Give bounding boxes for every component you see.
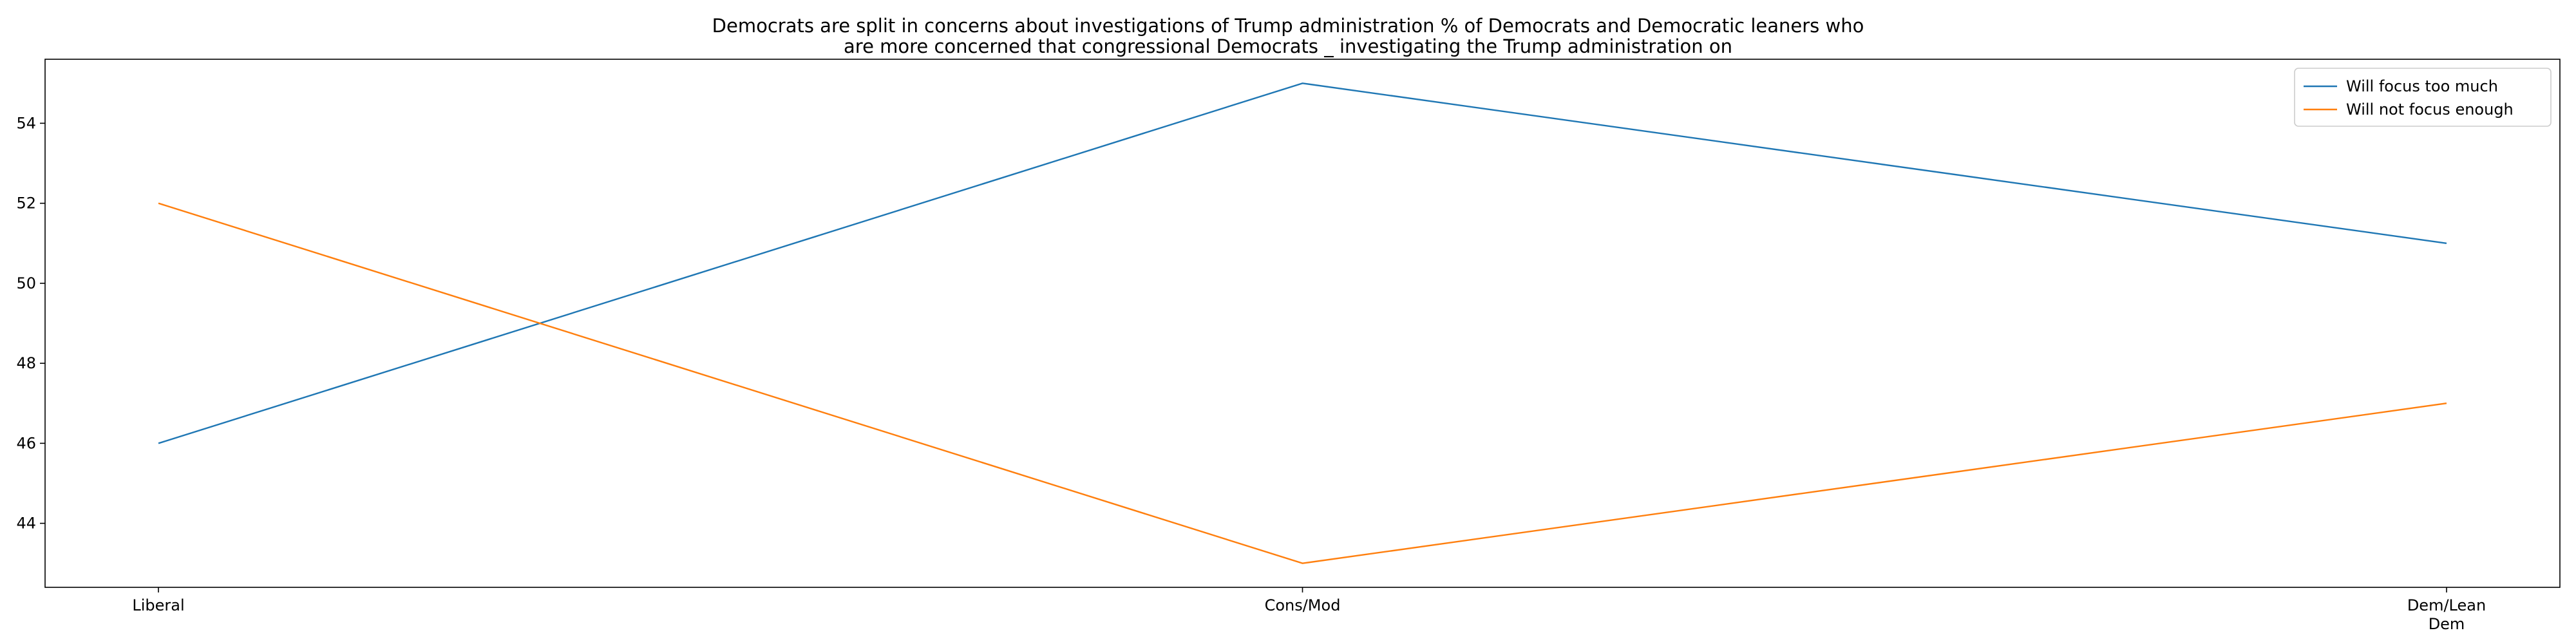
- series-layer: [158, 82, 2447, 564]
- legend: Will focus too much Will not focus enough: [2294, 68, 2552, 127]
- y-tick-label: 54: [16, 114, 36, 132]
- x-tick-label: Cons/Mod: [1265, 596, 1341, 614]
- series-line-1: [158, 82, 2447, 444]
- legend-box: [2294, 68, 2552, 127]
- chart-title-line-1: Democrats are split in concerns about in…: [712, 15, 1864, 37]
- y-tick-label: 46: [16, 434, 36, 452]
- x-axis: Liberal Cons/Mod Dem/Lean Dem: [132, 587, 2486, 633]
- x-tick-label: Dem/Lean Dem: [2407, 596, 2486, 633]
- y-tick-label: 44: [16, 515, 36, 533]
- x-tick-label: Liberal: [132, 596, 184, 614]
- plot-area-frame: [44, 59, 2561, 588]
- legend-label: Will not focus enough: [2346, 100, 2514, 118]
- y-axis: 44 46 48 50 52 54: [16, 114, 45, 533]
- series-line-2: [158, 202, 2447, 564]
- y-tick-label: 50: [16, 274, 36, 292]
- chart-title-line-2: are more concerned that congressional De…: [844, 35, 1732, 57]
- legend-label: Will focus too much: [2346, 77, 2498, 95]
- y-tick-label: 48: [16, 354, 36, 372]
- y-tick-label: 52: [16, 194, 36, 213]
